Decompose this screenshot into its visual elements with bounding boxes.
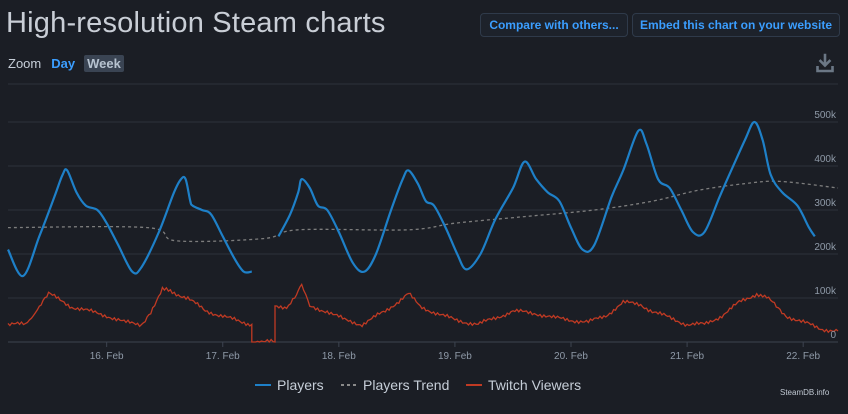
y-tick-label: 500k: [814, 110, 837, 121]
series-players: [7, 168, 252, 278]
zoom-day-button[interactable]: Day: [51, 55, 76, 71]
y-tick-label: 400k: [814, 154, 837, 165]
twitch-swatch: [466, 384, 482, 386]
zoom-label: Zoom: [8, 55, 42, 71]
zoom-controls: Zoom Day Week: [8, 54, 124, 72]
y-tick-label: 0: [830, 330, 836, 341]
x-tick-label: 16. Feb: [90, 351, 124, 362]
series-players-segment-2: [277, 120, 816, 274]
x-tick-label: 18. Feb: [322, 351, 356, 362]
legend-label-players: Players: [277, 377, 324, 393]
chart-legend: Players Players Trend Twitch Viewers: [0, 377, 848, 397]
x-tick-label: 21. Feb: [670, 351, 704, 362]
legend-label-twitch: Twitch Viewers: [488, 377, 582, 393]
trend-swatch: [341, 384, 357, 386]
zoom-week-button[interactable]: Week: [84, 54, 124, 72]
compare-button[interactable]: Compare with others...: [480, 13, 628, 37]
x-tick-label: 20. Feb: [554, 351, 588, 362]
legend-item-twitch[interactable]: Twitch Viewers: [466, 377, 581, 393]
y-tick-label: 100k: [814, 286, 837, 297]
legend-item-players-trend[interactable]: Players Trend: [341, 377, 449, 393]
steamdb-credit: SteamDB.info: [780, 388, 830, 397]
x-tick-label: 22. Feb: [786, 351, 820, 362]
x-tick-label: 17. Feb: [206, 351, 240, 362]
embed-chart-button[interactable]: Embed this chart on your website: [632, 13, 840, 37]
y-tick-label: 200k: [814, 242, 837, 253]
series-players-trend: [7, 180, 839, 243]
series-twitch-viewers: [7, 282, 839, 344]
x-tick-label: 19. Feb: [438, 351, 472, 362]
download-icon[interactable]: [816, 53, 834, 73]
page-title: High-resolution Steam charts: [6, 7, 386, 39]
y-tick-label: 300k: [814, 198, 837, 209]
players-swatch: [255, 384, 271, 386]
legend-label-players-trend: Players Trend: [363, 377, 450, 393]
legend-item-players[interactable]: Players: [255, 377, 324, 393]
